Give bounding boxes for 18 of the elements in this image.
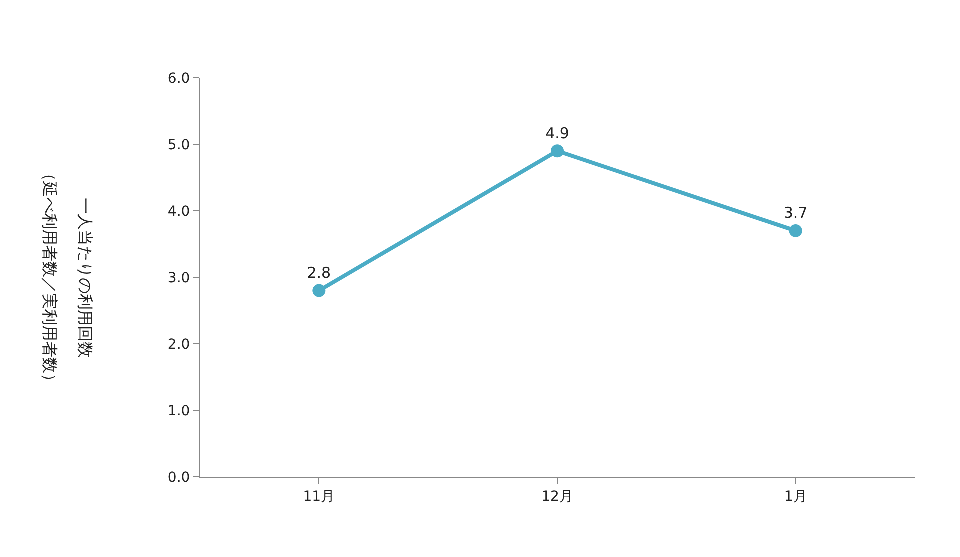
y-tick-label: 3.0 (168, 270, 190, 286)
x-tick-label: 1月 (784, 488, 808, 505)
y-tick-label: 5.0 (168, 137, 190, 154)
y-axis-title: 一人当たりの利用回数 (76, 198, 96, 358)
y-tick-label: 0.0 (168, 470, 190, 486)
y-tick-label: 4.0 (168, 204, 190, 220)
data-label: 4.9 (546, 124, 570, 142)
text: （延べ利用者数／実利用者数） (40, 166, 60, 390)
y-tick-label: 2.0 (168, 336, 190, 353)
x-tick-label: 12月 (542, 488, 574, 505)
y-tick-label: 1.0 (168, 403, 190, 420)
data-label: 3.7 (784, 204, 808, 222)
data-label: 2.8 (307, 264, 332, 282)
point (551, 144, 564, 158)
point (789, 224, 802, 238)
y-tick-label: 6.0 (168, 70, 190, 87)
point (312, 284, 326, 298)
x-tick-label: 11月 (303, 488, 336, 505)
